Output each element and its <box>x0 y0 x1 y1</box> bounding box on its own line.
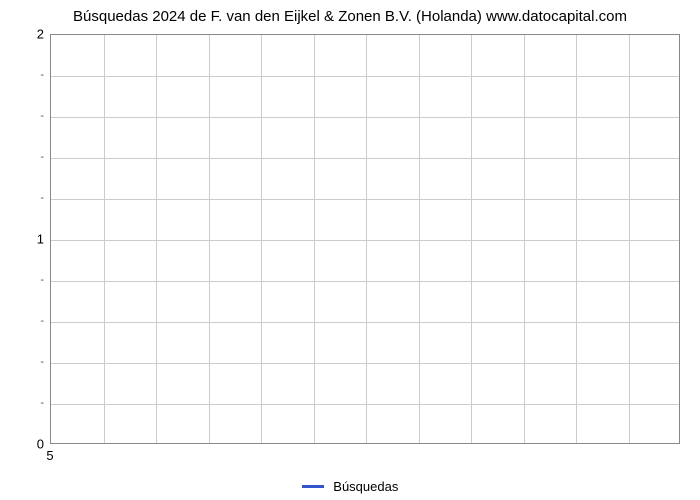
y-minor-tick: - <box>38 110 44 122</box>
y-minor-tick: - <box>38 69 44 81</box>
y-minor-tick: - <box>38 315 44 327</box>
gridline-x <box>156 35 157 443</box>
gridline-y-minor <box>51 404 679 405</box>
y-tick-label: 1 <box>4 232 44 247</box>
gridline-x <box>209 35 210 443</box>
y-minor-tick: - <box>38 397 44 409</box>
gridline-y-major <box>51 240 679 241</box>
gridline-x <box>471 35 472 443</box>
plot-area <box>50 34 680 444</box>
x-tick-label: 5 <box>46 448 53 463</box>
y-tick-label: 0 <box>4 437 44 452</box>
chart-container: Búsquedas 2024 de F. van den Eijkel & Zo… <box>0 0 700 500</box>
chart-title: Búsquedas 2024 de F. van den Eijkel & Zo… <box>0 8 700 25</box>
gridline-x <box>419 35 420 443</box>
gridline-x <box>576 35 577 443</box>
gridline-x <box>104 35 105 443</box>
y-minor-tick: - <box>38 274 44 286</box>
gridline-y-minor <box>51 199 679 200</box>
gridline-x <box>261 35 262 443</box>
y-tick-label: 2 <box>4 27 44 42</box>
y-minor-tick: - <box>38 151 44 163</box>
gridline-y-minor <box>51 158 679 159</box>
gridline-y-minor <box>51 363 679 364</box>
legend-swatch <box>302 485 324 488</box>
y-minor-tick: - <box>38 192 44 204</box>
gridline-x <box>524 35 525 443</box>
y-minor-tick: - <box>38 356 44 368</box>
gridline-y-minor <box>51 76 679 77</box>
legend-label: Búsquedas <box>333 479 398 494</box>
gridline-y-minor <box>51 322 679 323</box>
gridline-x <box>366 35 367 443</box>
gridline-x <box>314 35 315 443</box>
gridline-x <box>629 35 630 443</box>
gridline-y-minor <box>51 281 679 282</box>
gridline-y-minor <box>51 117 679 118</box>
legend: Búsquedas <box>0 478 700 494</box>
